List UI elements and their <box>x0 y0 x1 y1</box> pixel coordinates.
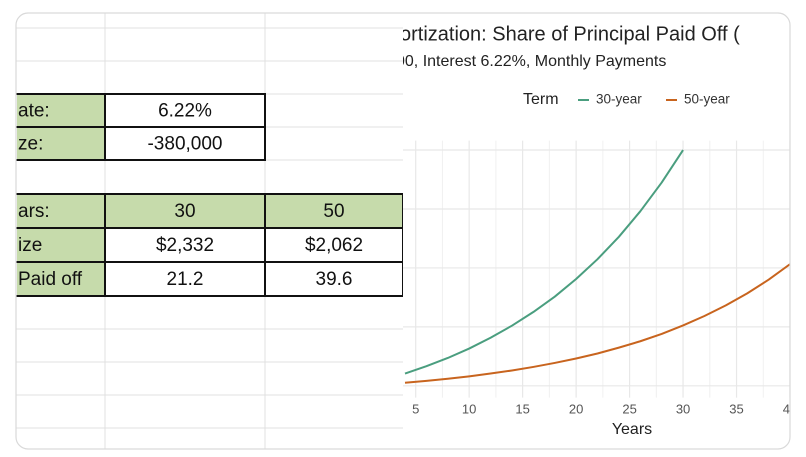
card-border <box>15 12 791 450</box>
cell-value: 21.2 <box>167 269 204 290</box>
x-tick-label: 5 <box>412 401 419 416</box>
label-cell <box>17 194 105 228</box>
row-label: ze: <box>18 134 43 155</box>
chart: ortization: Share of Principal Paid Off … <box>396 13 797 449</box>
row-label: ate: <box>18 101 50 122</box>
cell-value: 39.6 <box>316 269 353 290</box>
row-label: Paid off <box>18 269 83 290</box>
row-label: ars: <box>18 201 50 222</box>
cell-value: $2,332 <box>156 235 214 256</box>
series-line <box>404 149 684 375</box>
series-line <box>404 263 790 384</box>
cell-value: 30 <box>174 201 195 222</box>
chart-background <box>403 13 790 449</box>
row-label: ize <box>18 235 42 256</box>
label-cell <box>17 262 105 296</box>
cell-value: 6.22% <box>158 101 212 122</box>
spreadsheet: ate: 6.22% ze: -380,000 ars: 30 50 ize $2,332 $2,… <box>16 13 404 449</box>
legend-title: Term <box>523 91 559 108</box>
cell-value: $2,062 <box>305 235 363 256</box>
label-cell <box>17 127 105 160</box>
legend-label: 50-year <box>684 92 730 107</box>
x-tick-label: 40 <box>783 401 797 416</box>
x-axis-label: Years <box>612 421 652 438</box>
x-tick-label: 10 <box>462 401 476 416</box>
x-tick-label: 15 <box>515 401 529 416</box>
x-tick-label: 25 <box>622 401 636 416</box>
x-tick-label: 30 <box>676 401 690 416</box>
chart-subtitle: 00, Interest 6.22%, Monthly Payments <box>396 53 666 70</box>
label-cell <box>17 94 105 127</box>
legend-label: 30-year <box>596 92 642 107</box>
header-cell <box>105 194 403 228</box>
chart-title: ortization: Share of Principal Paid Off … <box>400 23 740 45</box>
cell-value: 50 <box>323 201 344 222</box>
label-cell <box>17 228 105 262</box>
x-tick-label: 20 <box>569 401 583 416</box>
cell-value: -380,000 <box>147 134 222 155</box>
x-tick-label: 35 <box>729 401 743 416</box>
